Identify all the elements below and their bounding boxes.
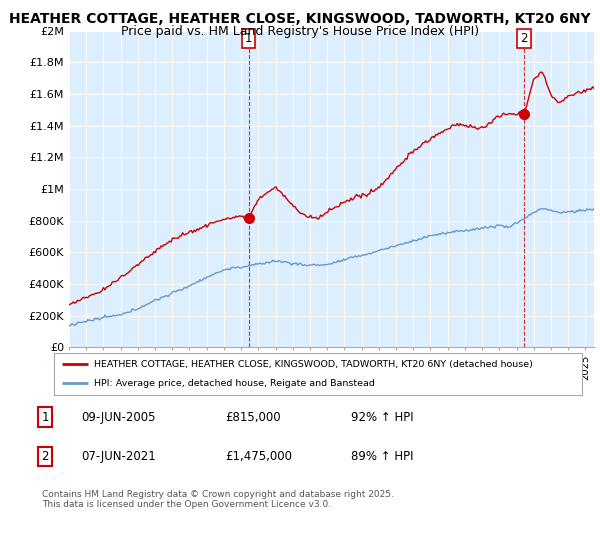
Text: HEATHER COTTAGE, HEATHER CLOSE, KINGSWOOD, TADWORTH, KT20 6NY (detached house): HEATHER COTTAGE, HEATHER CLOSE, KINGSWOO… bbox=[94, 360, 532, 368]
Text: HEATHER COTTAGE, HEATHER CLOSE, KINGSWOOD, TADWORTH, KT20 6NY: HEATHER COTTAGE, HEATHER CLOSE, KINGSWOO… bbox=[9, 12, 591, 26]
Text: HPI: Average price, detached house, Reigate and Banstead: HPI: Average price, detached house, Reig… bbox=[94, 379, 374, 388]
Text: £815,000: £815,000 bbox=[225, 410, 281, 424]
Text: 1: 1 bbox=[245, 32, 253, 45]
Text: 2: 2 bbox=[41, 450, 49, 463]
Text: 07-JUN-2021: 07-JUN-2021 bbox=[81, 450, 156, 463]
Text: 09-JUN-2005: 09-JUN-2005 bbox=[81, 410, 155, 424]
Text: Price paid vs. HM Land Registry's House Price Index (HPI): Price paid vs. HM Land Registry's House … bbox=[121, 25, 479, 38]
Text: 92% ↑ HPI: 92% ↑ HPI bbox=[351, 410, 413, 424]
Text: 89% ↑ HPI: 89% ↑ HPI bbox=[351, 450, 413, 463]
Text: 1: 1 bbox=[41, 410, 49, 424]
Text: £1,475,000: £1,475,000 bbox=[225, 450, 292, 463]
Text: Contains HM Land Registry data © Crown copyright and database right 2025.
This d: Contains HM Land Registry data © Crown c… bbox=[42, 490, 394, 510]
Text: 2: 2 bbox=[520, 32, 528, 45]
